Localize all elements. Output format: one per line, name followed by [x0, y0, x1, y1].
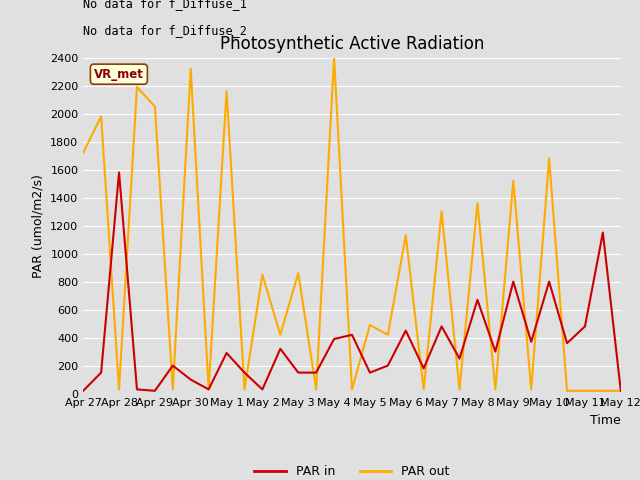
Text: No data for f_Diffuse_2: No data for f_Diffuse_2	[83, 24, 247, 37]
X-axis label: Time: Time	[590, 414, 621, 427]
Y-axis label: PAR (umol/m2/s): PAR (umol/m2/s)	[31, 174, 45, 277]
Title: Photosynthetic Active Radiation: Photosynthetic Active Radiation	[220, 35, 484, 53]
Text: No data for f_Diffuse_1: No data for f_Diffuse_1	[83, 0, 247, 10]
Legend: PAR in, PAR out: PAR in, PAR out	[250, 460, 454, 480]
Text: VR_met: VR_met	[94, 68, 144, 81]
